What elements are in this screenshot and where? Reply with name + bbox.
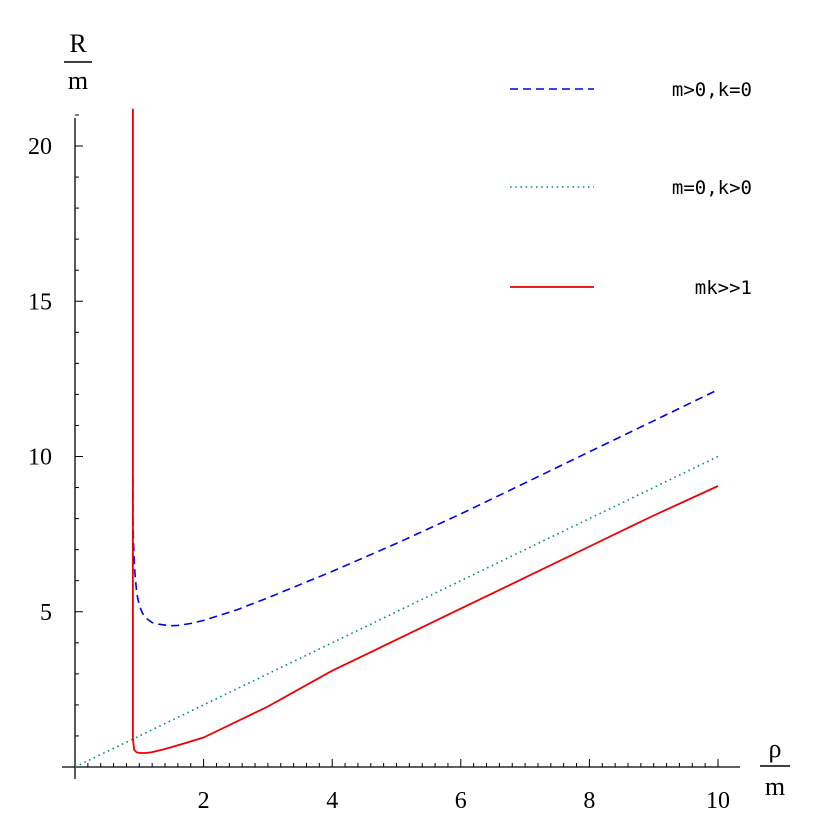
legend-label-2: m=0,k>0 [672, 177, 752, 199]
x-tick-label: 4 [326, 788, 338, 814]
ticks [75, 114, 719, 767]
y-tick-label: 10 [28, 445, 52, 471]
x-axis-label-denominator: m [765, 772, 785, 801]
series-line-3 [132, 108, 719, 754]
legend-label-3: mk>>1 [695, 277, 752, 299]
x-tick-label: 8 [583, 788, 595, 814]
y-axis-label-numerator: R [69, 29, 87, 58]
tick-labels: 2 4 6 8 10 5 10 15 20 [28, 134, 730, 814]
y-axis-label: R m [64, 29, 92, 95]
x-axis-label: ρ m [760, 734, 790, 801]
legend: m>0,k=0 m=0,k>0 mk>>1 [510, 79, 752, 299]
axes [62, 118, 740, 779]
y-tick-label: 20 [28, 134, 52, 160]
series-line-1 [132, 388, 719, 627]
series-line-2 [74, 455, 719, 768]
y-tick-label: 15 [28, 289, 52, 315]
x-axis-label-numerator: ρ [769, 734, 782, 763]
x-tick-label: 2 [198, 788, 210, 814]
y-axis-label-denominator: m [68, 66, 88, 95]
x-tick-label: 10 [706, 788, 730, 814]
legend-label-1: m>0,k=0 [672, 79, 752, 101]
y-tick-label: 5 [40, 600, 52, 626]
x-tick-label: 6 [455, 788, 467, 814]
series-group [74, 108, 719, 768]
